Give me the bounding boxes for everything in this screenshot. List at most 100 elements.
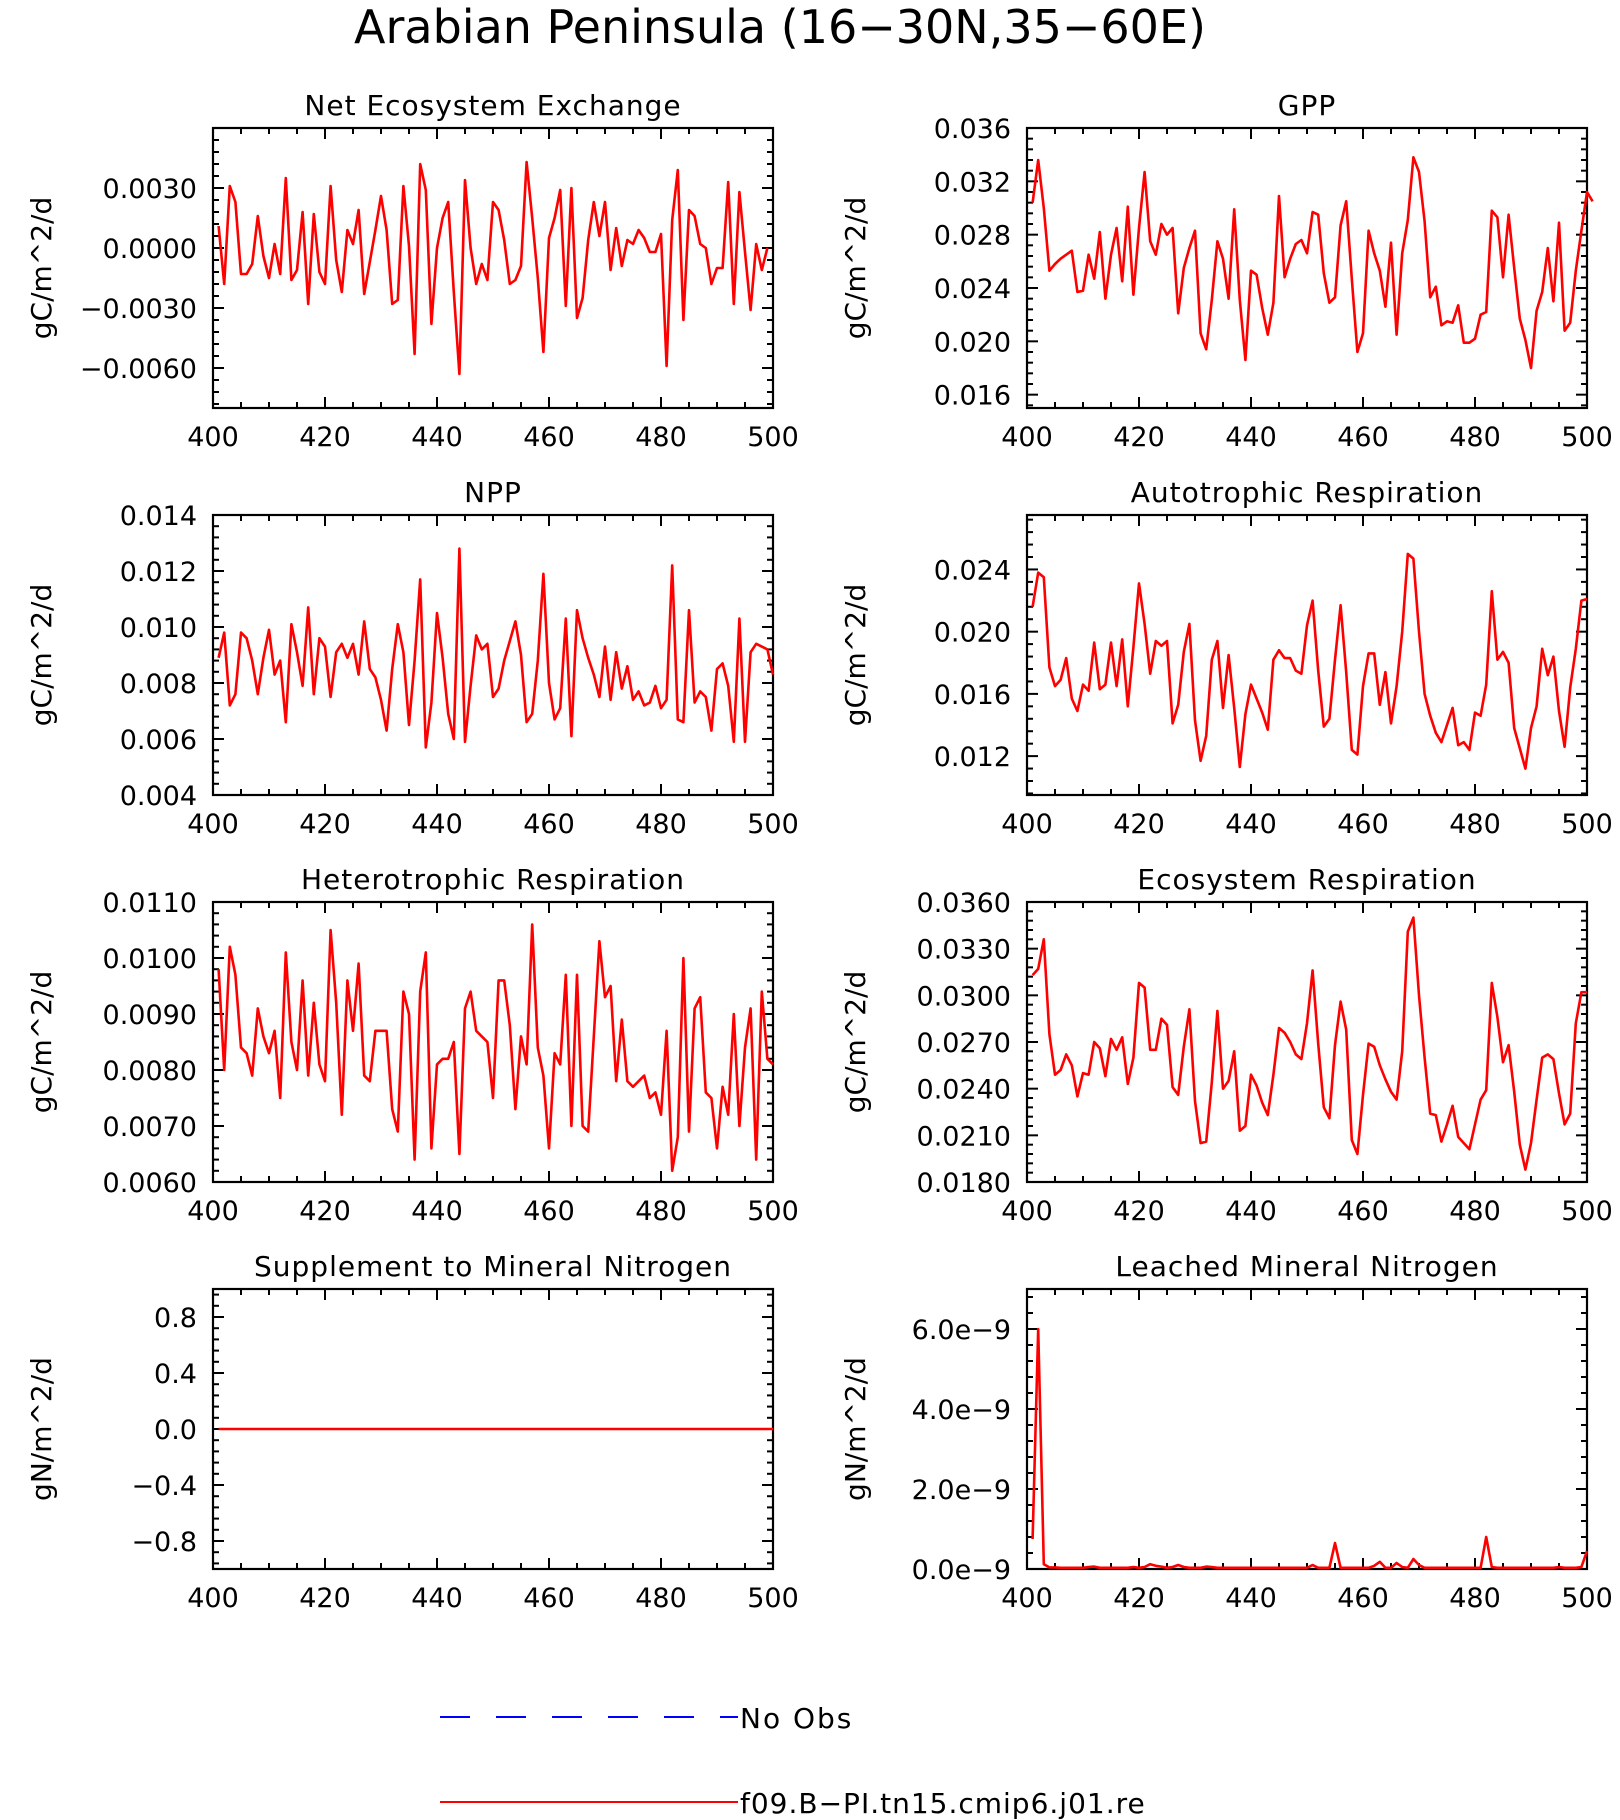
x-tick-label: 400 <box>187 422 239 453</box>
y-tick-label: 0.0110 <box>103 888 197 919</box>
y-tick-label: 0.0240 <box>917 1075 1011 1106</box>
x-tick-label: 460 <box>1337 422 1389 453</box>
x-tick-label: 460 <box>523 809 575 840</box>
x-tick-label: 500 <box>747 422 799 453</box>
y-tick-label: 0.0360 <box>917 888 1011 919</box>
x-tick-label: 500 <box>1561 1196 1613 1227</box>
y-tick-label: 6.0e−9 <box>912 1315 1011 1346</box>
x-tick-label: 420 <box>1113 809 1165 840</box>
legend-label-model: f09.B−PI.tn15.cmip6.j01.re <box>740 1787 1146 1820</box>
x-tick-label: 460 <box>1337 1583 1389 1614</box>
x-tick-label: 460 <box>523 422 575 453</box>
y-tick-label: 0.016 <box>934 381 1011 412</box>
y-tick-label: 0.006 <box>120 725 197 756</box>
chart-autotrophic-respiration: Autotrophic Respiration gC/m^2/d 400 420 440… <box>839 476 1613 840</box>
y-tick-label: 0.0080 <box>103 1056 197 1087</box>
series-line-autotrophic-respiration <box>1031 552 1588 770</box>
series-line-gpp <box>1031 156 1594 370</box>
plot-frame <box>211 126 775 410</box>
series-line-npp <box>217 547 775 749</box>
chart-title: Autotrophic Respiration <box>1131 476 1483 509</box>
y-tick-label: 4.0e−9 <box>912 1395 1011 1426</box>
y-tick-label: 0.012 <box>120 557 197 588</box>
chart-title: Leached Mineral Nitrogen <box>1115 1250 1498 1283</box>
x-tick-label: 460 <box>1337 1196 1389 1227</box>
y-tick-label: 0.024 <box>934 274 1011 305</box>
x-tick-label: 500 <box>747 1583 799 1614</box>
x-tick-label: 440 <box>411 1196 463 1227</box>
x-tick-label: 460 <box>1337 809 1389 840</box>
y-axis-label: gC/m^2/d <box>839 584 872 727</box>
chart-title: Ecosystem Respiration <box>1137 863 1476 896</box>
chart-npp: NPP gC/m^2/d 400 420 440 460 480 500 0.014 0.012 0… <box>25 476 799 840</box>
x-tick-label: 440 <box>411 1583 463 1614</box>
x-tick-label: 420 <box>299 422 351 453</box>
y-tick-label: 0.036 <box>934 114 1011 145</box>
series-line-heterotrophic-respiration <box>217 923 774 1173</box>
x-tick-label: 400 <box>187 1196 239 1227</box>
y-axis-label: gC/m^2/d <box>25 971 58 1114</box>
y-tick-label: 0.0270 <box>917 1028 1011 1059</box>
legend-label-no-obs: No Obs <box>740 1702 853 1735</box>
chart-title: Net Ecosystem Exchange <box>304 89 681 122</box>
y-tick-label: 0.0 <box>154 1415 197 1446</box>
y-tick-label: 0.4 <box>154 1359 197 1390</box>
x-tick-label: 480 <box>635 809 687 840</box>
x-tick-label: 420 <box>1113 1583 1165 1614</box>
x-tick-label: 500 <box>1561 422 1613 453</box>
y-tick-label: 0.0100 <box>103 944 197 975</box>
y-tick-label: 0.0300 <box>917 981 1011 1012</box>
x-tick-label: 500 <box>747 809 799 840</box>
chart-supplement-to-mineral-nitrogen: Supplement to Mineral Nitrogen gN/m^2/d 40… <box>25 1250 799 1614</box>
y-tick-label: 0.0000 <box>103 234 197 265</box>
y-tick-label: 0.0060 <box>103 1168 197 1199</box>
y-tick-label: −0.0060 <box>80 354 197 385</box>
x-tick-label: 480 <box>1449 1196 1501 1227</box>
series-line-net-ecosystem-exchange <box>217 160 769 376</box>
x-tick-label: 420 <box>299 809 351 840</box>
x-tick-label: 500 <box>747 1196 799 1227</box>
y-tick-label: 0.004 <box>120 781 197 812</box>
x-tick-label: 480 <box>1449 809 1501 840</box>
y-tick-label: 2.0e−9 <box>912 1475 1011 1506</box>
y-tick-label: 0.008 <box>120 669 197 700</box>
x-tick-label: 500 <box>1561 1583 1613 1614</box>
x-tick-label: 440 <box>1225 1196 1277 1227</box>
y-tick-label: 0.024 <box>934 555 1011 586</box>
x-tick-label: 400 <box>187 1583 239 1614</box>
y-tick-label: −0.0030 <box>80 294 197 325</box>
x-tick-label: 460 <box>523 1583 575 1614</box>
plot-frame <box>1025 1287 1589 1571</box>
y-tick-label: 0.020 <box>934 618 1011 649</box>
chart-net-ecosystem-exchange: Net Ecosystem Exchange gC/m^2/d 400 420 440 4… <box>25 89 799 453</box>
y-tick-label: 0.8 <box>154 1303 197 1334</box>
y-tick-label: −0.4 <box>131 1471 197 1502</box>
plot-frame <box>211 513 775 797</box>
y-axis-label: gC/m^2/d <box>839 971 872 1114</box>
x-tick-label: 420 <box>299 1583 351 1614</box>
legend: No Obs f09.B−PI.tn15.cmip6.j01.re <box>440 1702 1146 1820</box>
y-tick-label: −0.8 <box>131 1527 197 1558</box>
x-tick-label: 480 <box>635 422 687 453</box>
y-tick-label: 0.014 <box>120 501 197 532</box>
y-tick-label: 0.0330 <box>917 935 1011 966</box>
chart-title: Supplement to Mineral Nitrogen <box>254 1250 732 1283</box>
y-tick-label: 0.0180 <box>917 1168 1011 1199</box>
y-axis-label: gC/m^2/d <box>25 584 58 727</box>
y-tick-label: 0.0e−9 <box>912 1555 1011 1586</box>
x-tick-label: 400 <box>1001 422 1053 453</box>
y-tick-label: 0.032 <box>934 167 1011 198</box>
chart-title: NPP <box>464 476 522 509</box>
chart-heterotrophic-respiration: Heterotrophic Respiration gC/m^2/d 400 420 4… <box>25 863 799 1227</box>
chart-title: GPP <box>1278 89 1336 122</box>
y-tick-label: 0.028 <box>934 221 1011 252</box>
x-tick-label: 400 <box>1001 809 1053 840</box>
y-tick-label: 0.0090 <box>103 1000 197 1031</box>
x-tick-label: 440 <box>1225 422 1277 453</box>
y-tick-label: 0.020 <box>934 327 1011 358</box>
chart-leached-mineral-nitrogen: Leached Mineral Nitrogen gN/m^2/d 400 420 44… <box>839 1250 1613 1614</box>
plot-frame <box>1025 126 1589 410</box>
plot-frame <box>1025 900 1589 1184</box>
series-line-ecosystem-respiration <box>1031 916 1587 1171</box>
